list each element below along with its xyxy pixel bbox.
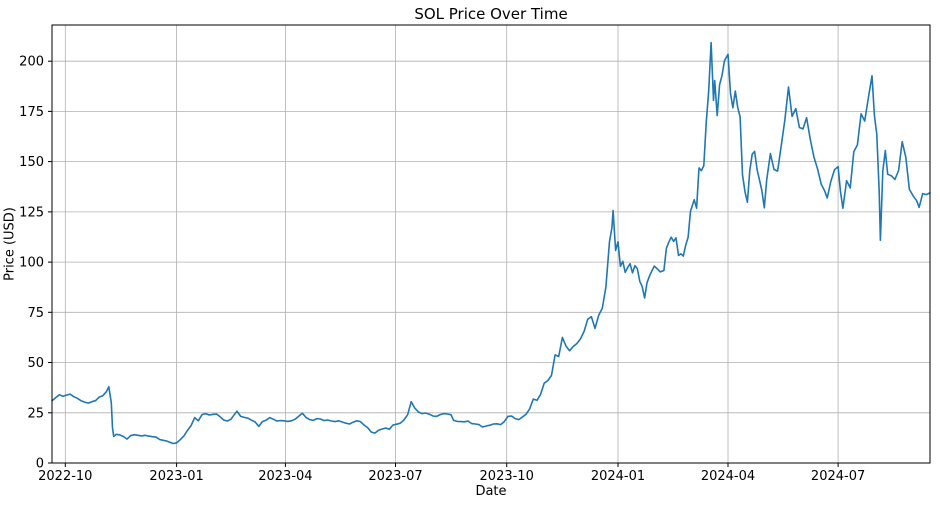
y-tick-label: 25 [27, 406, 44, 421]
plot-border [51, 24, 931, 464]
x-tick-label: 2022-10 [38, 469, 92, 484]
y-tick-label: 50 [27, 356, 44, 371]
y-tick-label: 175 [19, 105, 44, 120]
price-line [51, 41, 931, 445]
x-tick-label: 2023-01 [149, 469, 203, 484]
chart-title: SOL Price Over Time [414, 5, 568, 23]
x-tick-label: 2024-01 [591, 469, 645, 484]
x-tick-label: 2023-04 [258, 469, 312, 484]
x-tick-label: 2023-07 [368, 469, 422, 484]
y-tick-label: 150 [19, 155, 44, 170]
y-tick-label: 100 [19, 256, 44, 271]
y-tick-label: 75 [27, 306, 44, 321]
y-tick-label: 0 [36, 457, 44, 472]
y-tick-label: 125 [19, 205, 44, 220]
x-tick-label: 2024-07 [811, 469, 865, 484]
x-tick-label: 2023-10 [480, 469, 534, 484]
x-tick-label: 2024-04 [701, 469, 755, 484]
x-axis-label: Date [475, 484, 507, 499]
y-tick-label: 200 [19, 55, 44, 70]
